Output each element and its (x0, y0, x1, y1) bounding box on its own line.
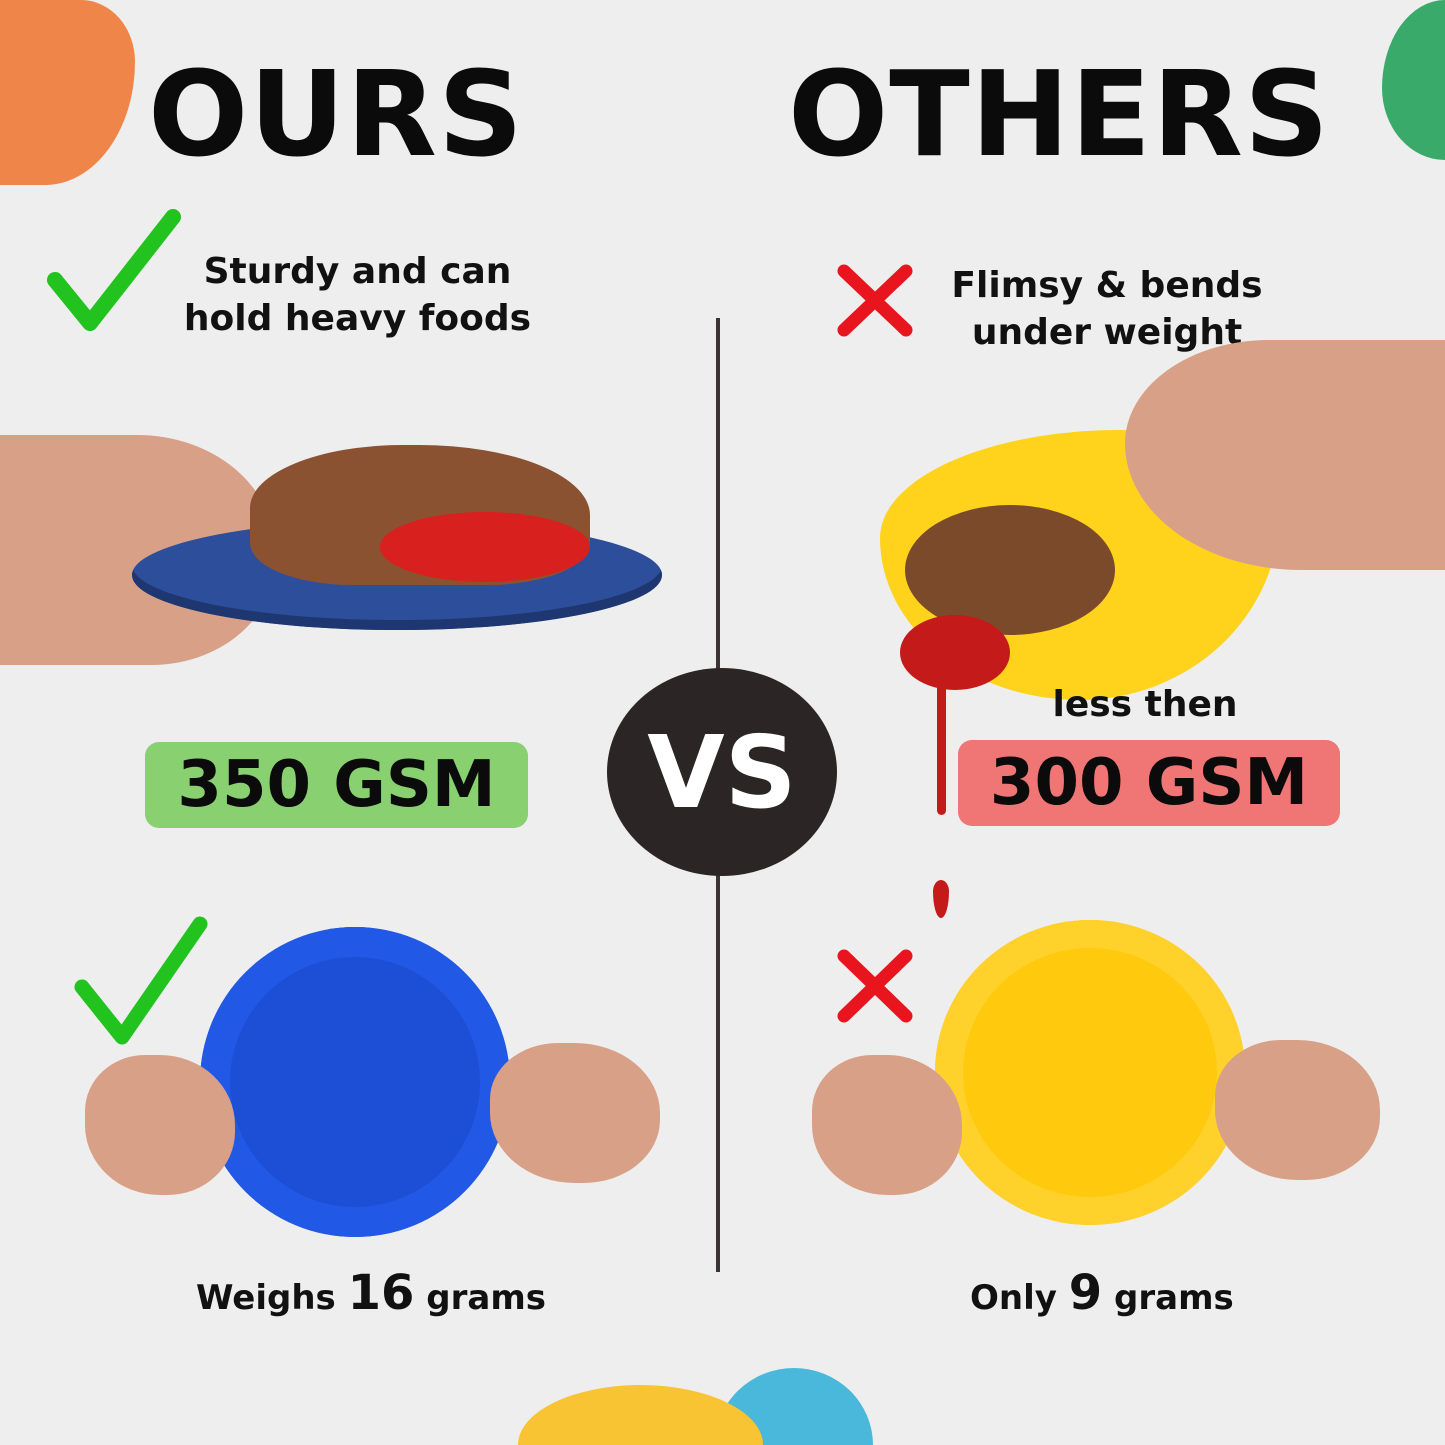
others-weight-prefix: Only (970, 1278, 1057, 1318)
ours-gsm-badge: 350 GSM (145, 742, 528, 828)
others-title: OTHERS (788, 45, 1331, 183)
cross-icon (837, 949, 913, 1023)
check-icon (74, 916, 208, 1045)
others-plate-image (935, 920, 1245, 1225)
ours-plate-image (200, 927, 510, 1237)
ours-weight-suffix: grams (426, 1278, 546, 1318)
cross-icon (837, 264, 913, 337)
others-gsm-prefix: less then (1052, 684, 1238, 725)
hand-image (85, 1055, 235, 1195)
others-claim: Flimsy & bends under weight (922, 262, 1292, 356)
hand-image (1125, 340, 1445, 570)
ours-claim-line2: hold heavy foods (183, 298, 532, 339)
ours-claim: Sturdy and can hold heavy foods (160, 248, 555, 342)
ours-title: OURS (148, 45, 524, 183)
yellow-decor-circle (518, 1385, 763, 1445)
sauce-image (380, 512, 590, 582)
green-decor-circle (1382, 0, 1445, 160)
sauce-image (900, 615, 1010, 690)
hand-image (490, 1043, 660, 1183)
others-claim-line1: Flimsy & bends (951, 265, 1263, 306)
sauce-drip (937, 680, 946, 815)
others-weight-value: 9 (1068, 1265, 1103, 1321)
sauce-drop (933, 880, 949, 918)
others-claim-line2: under weight (971, 312, 1243, 353)
ours-weight-value: 16 (347, 1265, 415, 1321)
check-icon (47, 209, 181, 331)
ours-claim-line1: Sturdy and can (203, 251, 512, 292)
vs-badge: VS (607, 668, 837, 876)
hand-image (1215, 1040, 1380, 1180)
ours-weight: Weighs 16 grams (196, 1265, 546, 1321)
vs-label: VS (647, 713, 797, 831)
others-gsm-badge: 300 GSM (958, 740, 1340, 826)
others-weight: Only 9 grams (970, 1265, 1234, 1321)
orange-decor-circle (0, 0, 135, 185)
ours-weight-prefix: Weighs (196, 1278, 336, 1318)
food-image (905, 505, 1115, 635)
others-weight-suffix: grams (1114, 1278, 1234, 1318)
hand-image (812, 1055, 962, 1195)
